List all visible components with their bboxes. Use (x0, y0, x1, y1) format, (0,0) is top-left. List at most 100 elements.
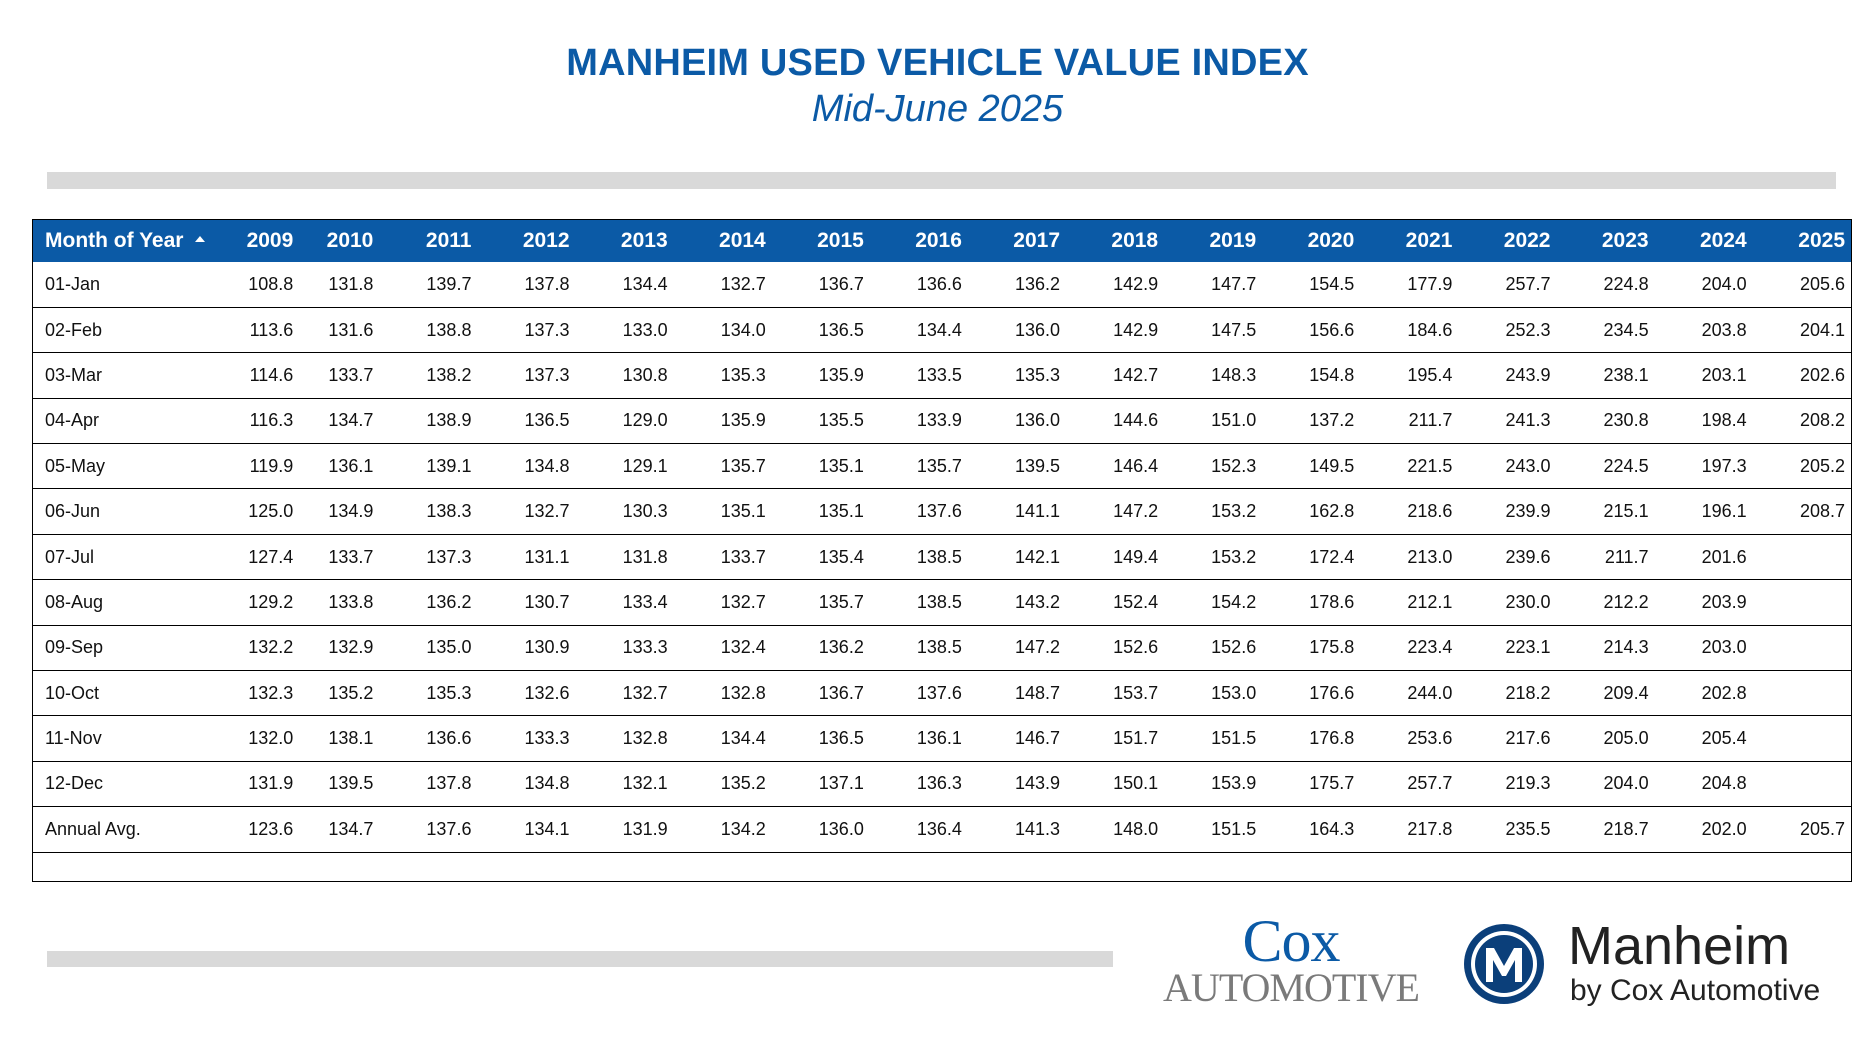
table-cell: 253.6 (1407, 728, 1453, 749)
column-header-2019[interactable]: 2019 (1209, 229, 1257, 252)
table-cell: 139.5 (328, 773, 374, 794)
table-row: 09-Sep 132.2 132.9 135.0 130.9 133.3 132.4 136.… (33, 625, 1851, 671)
column-header-2014[interactable]: 2014 (719, 229, 766, 252)
table-header-row: Month of Year 2009 2010 2011 2012 2013 2014 20… (33, 220, 1851, 262)
bottom-divider-bar (47, 951, 1113, 967)
table-cell: 217.6 (1505, 728, 1551, 749)
table-cell: 137.3 (524, 319, 570, 340)
table-cell: 136.5 (818, 728, 864, 749)
table-cell: 132.6 (524, 682, 570, 703)
table-cell: 204.0 (1603, 773, 1649, 794)
table-cell: 239.9 (1505, 501, 1551, 522)
row-label: 11-Nov (45, 728, 102, 749)
table-row: 10-Oct 132.3 135.2 135.3 132.6 132.7 132.8 136.… (33, 671, 1851, 716)
table-cell: 224.5 (1603, 455, 1649, 476)
column-header-2018[interactable]: 2018 (1111, 229, 1159, 252)
manheim-wordmark: Manheim (1568, 916, 1791, 976)
table-cell: 150.1 (1113, 773, 1159, 794)
table-cell: 137.3 (524, 364, 570, 385)
table-cell: 138.8 (426, 319, 472, 340)
table-cell: 208.7 (1799, 501, 1845, 522)
table-cell: 133.3 (622, 637, 668, 658)
column-header-2013[interactable]: 2013 (620, 229, 668, 252)
table-cell: 153.9 (1211, 773, 1257, 794)
table-cell: 135.3 (1014, 364, 1061, 385)
table-cell: 136.2 (818, 637, 864, 658)
table-cell: 215.1 (1603, 501, 1649, 522)
sort-ascending-icon[interactable] (195, 236, 206, 243)
column-header-2023[interactable]: 2023 (1601, 229, 1649, 252)
table-cell: 149.4 (1113, 546, 1159, 567)
table-cell: 130.8 (622, 364, 668, 385)
column-header-2024[interactable]: 2024 (1699, 229, 1747, 252)
table-cell: 202.8 (1701, 682, 1747, 703)
table-cell: 127.4 (248, 546, 294, 567)
table-cell: 221.5 (1407, 455, 1453, 476)
table-cell: 143.9 (1014, 773, 1061, 794)
table-cell: 172.4 (1309, 546, 1355, 567)
row-label: 02-Feb (45, 319, 103, 340)
table-cell: 133.7 (328, 546, 374, 567)
table-cell: 116.3 (249, 410, 294, 431)
table-cell: 142.1 (1014, 546, 1061, 567)
table-cell: 208.2 (1799, 410, 1845, 431)
table-cell: 151.5 (1211, 818, 1257, 839)
table-cell: 136.2 (426, 591, 472, 612)
row-label: 12-Dec (45, 773, 104, 794)
table-cell: 223.4 (1407, 637, 1453, 658)
table-cell: 135.7 (818, 591, 864, 612)
table-cell: 137.6 (916, 501, 962, 522)
table-cell: 147.2 (1113, 501, 1159, 522)
row-label: Annual Avg. (45, 818, 141, 839)
table-row: 03-Mar 114.6 133.7 138.2 137.3 130.8 135.3 135.… (33, 353, 1851, 399)
table-cell: 203.0 (1701, 637, 1747, 658)
table-cell: 130.3 (622, 501, 668, 522)
row-label: 06-Jun (45, 501, 101, 522)
table-cell: 142.7 (1113, 364, 1159, 385)
table-row: Annual Avg. 123.6 134.7 137.6 134.1 131.9 134.… (33, 807, 1851, 853)
column-header-2020[interactable]: 2020 (1307, 229, 1355, 252)
column-header-month-label: Month of Year (45, 229, 184, 252)
manheim-tagline: by Cox Automotive (1570, 974, 1821, 1007)
table-cell: 135.9 (720, 410, 766, 431)
table-cell: 133.7 (720, 546, 766, 567)
table-cell: 139.7 (426, 273, 472, 294)
row-label: 05-May (45, 455, 106, 476)
manheim-logo: Manheim by Cox Automotive (1462, 918, 1842, 1008)
table-cell: 148.7 (1014, 682, 1061, 703)
column-header-month[interactable]: Month of Year (33, 220, 211, 262)
table-cell: 218.2 (1505, 682, 1551, 703)
page-title: MANHEIM USED VEHICLE VALUE INDEX (566, 42, 1309, 84)
table-cell: 152.3 (1211, 455, 1257, 476)
column-header-2025[interactable]: 2025 (1798, 229, 1845, 252)
table-cell: 135.4 (818, 546, 864, 567)
row-label: 10-Oct (45, 682, 100, 703)
column-header-2022[interactable]: 2022 (1503, 229, 1551, 252)
column-header-2011[interactable]: 2011 (425, 229, 472, 252)
table-cell: 130.9 (524, 637, 570, 658)
table-row: 05-May 119.9 136.1 139.1 134.8 129.1 135.7 135.… (33, 444, 1851, 489)
column-header-2015[interactable]: 2015 (817, 229, 864, 252)
table-cell: 132.7 (720, 591, 766, 612)
table-cell: 129.2 (248, 591, 294, 612)
column-header-2021[interactable]: 2021 (1405, 229, 1453, 252)
table-cell: 230.0 (1505, 591, 1551, 612)
table-cell: 234.5 (1603, 319, 1649, 340)
column-header-2009[interactable]: 2009 (246, 229, 294, 252)
table-cell: 197.3 (1701, 455, 1747, 476)
table-cell: 136.1 (916, 728, 962, 749)
row-label: 04-Apr (45, 410, 100, 431)
column-header-2010[interactable]: 2010 (326, 229, 374, 252)
table-cell: 152.6 (1211, 637, 1257, 658)
column-header-2016[interactable]: 2016 (915, 229, 962, 252)
table-cell: 202.6 (1799, 364, 1845, 385)
table-cell: 218.6 (1407, 501, 1453, 522)
table-cell: 223.1 (1505, 637, 1551, 658)
column-header-2012[interactable]: 2012 (522, 229, 570, 252)
table-cell: 201.6 (1701, 546, 1747, 567)
table-cell: 135.0 (426, 637, 472, 658)
table-cell: 241.3 (1505, 410, 1551, 431)
table-cell: 139.1 (426, 455, 472, 476)
column-header-2017[interactable]: 2017 (1013, 229, 1061, 252)
table-cell: 153.2 (1211, 501, 1257, 522)
